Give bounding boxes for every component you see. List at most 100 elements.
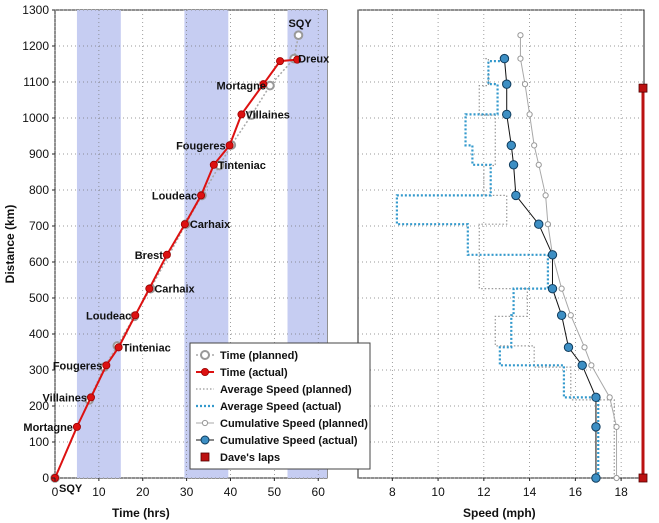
control-label: Carhaix	[190, 219, 231, 231]
daves-laps-marker-0	[638, 473, 648, 483]
legend-swatch-marker-4	[201, 419, 209, 427]
speed-tick-label: 12	[477, 485, 491, 499]
speed-tick-label: 8	[389, 485, 396, 499]
avg-speed-actual-line	[395, 60, 600, 478]
cum-speed-actual-point-7	[547, 250, 558, 260]
legend-label: Dave's laps	[220, 452, 280, 464]
speed-panel: 8 10 12 14 16 18 Speed (mph)	[357, 9, 648, 520]
time-actual-point-12	[237, 110, 246, 119]
cum-speed-planned-point-8	[544, 221, 552, 228]
avg-speed-planned-line	[478, 57, 615, 478]
time-tick-label: 50	[268, 485, 282, 499]
time-planned-point-13	[293, 30, 304, 41]
cum-speed-actual-point-2	[591, 392, 601, 403]
time-planned-point-11	[265, 80, 275, 91]
distance-tick-label: 400	[29, 327, 49, 341]
time-actual-point-2	[86, 393, 95, 402]
control-label: Fougeres	[176, 140, 226, 152]
time-actual-point-5	[131, 311, 140, 320]
legend-item: Time (planned)	[196, 350, 298, 362]
cum-speed-actual-point-0	[591, 473, 601, 483]
distance-tick-label: 600	[29, 255, 49, 269]
speed-tick-label: 10	[431, 485, 445, 499]
time-actual-point-8	[180, 220, 189, 229]
legend-swatch-marker-1	[200, 367, 209, 376]
time-axis-title: Time (hrs)	[112, 506, 170, 520]
cum-speed-planned-point-6	[558, 285, 565, 292]
control-label: SQY	[59, 483, 83, 495]
legend-item: Time (actual)	[196, 367, 288, 379]
time-tick-label: 30	[180, 485, 194, 499]
legend-box	[189, 342, 371, 470]
legend-label: Time (actual)	[220, 367, 288, 379]
time-actual-point-15	[293, 55, 302, 64]
time-tick-label: 40	[224, 485, 238, 499]
time-actual-point-10	[209, 160, 218, 169]
distance-axis-title: Distance (km)	[3, 205, 17, 284]
cum-speed-actual-point-14	[499, 53, 510, 64]
cum-speed-planned-point-4	[581, 344, 588, 351]
distance-tick-label: 1100	[23, 75, 49, 89]
cum-speed-planned-point-2	[606, 394, 613, 401]
legend-item: Cumulative Speed (planned)	[196, 418, 368, 430]
cum-speed-planned-point-3	[588, 362, 595, 369]
cum-speed-actual-point-11	[506, 140, 516, 151]
time-actual-point-6	[145, 284, 154, 293]
time-actual-point-13	[259, 80, 268, 89]
legend-swatch-marker-6	[200, 452, 210, 462]
distance-tick-label: 700	[29, 219, 49, 233]
cum-speed-planned-point-5	[567, 312, 574, 319]
cum-speed-actual-point-4	[563, 342, 574, 353]
legend-label: Time (planned)	[220, 350, 298, 362]
chart-legend: Time (planned) Time (actual) Average Speed…	[189, 342, 371, 470]
speed-axis-title: Speed (mph)	[463, 506, 536, 520]
distance-tick-label: 0	[42, 471, 49, 485]
legend-item: Average Speed (planned)	[196, 384, 352, 396]
legend-item: Average Speed (actual)	[196, 401, 342, 413]
control-label: Carhaix	[154, 284, 195, 296]
legend-swatch-marker-0	[200, 350, 210, 360]
distance-tick-label: 1200	[22, 39, 49, 53]
control-label: Villaines	[43, 392, 87, 404]
cum-speed-actual-point-6	[547, 283, 558, 294]
time-actual-point-7	[162, 250, 171, 259]
speed-tick-label: 16	[569, 485, 583, 499]
time-tick-label: 60	[312, 485, 326, 499]
distance-tick-label: 1000	[22, 111, 49, 125]
distance-tick-label: 200	[29, 399, 49, 413]
control-label: Mortagne	[216, 81, 266, 93]
cum-speed-actual-point-8	[534, 219, 544, 229]
cum-speed-actual-point-10	[508, 160, 519, 170]
distance-tick-label: 100	[29, 435, 49, 449]
time-actual-line	[54, 58, 298, 479]
distance-tick-label: 300	[29, 363, 49, 377]
time-actual-point-14	[276, 57, 285, 66]
cum-speed-actual-point-1	[591, 422, 601, 432]
cum-speed-planned-point-9	[542, 192, 549, 199]
night-band-0	[76, 10, 121, 478]
distance-tick-label: 1300	[22, 3, 49, 17]
legend-label: Average Speed (planned)	[220, 384, 352, 396]
cum-speed-planned-point-13	[521, 81, 529, 88]
distance-tick-label: 500	[29, 291, 49, 305]
distance-tick-label: 900	[29, 147, 49, 161]
time-planned-point-10	[246, 110, 257, 120]
daves-laps-marker-1	[638, 83, 648, 93]
cum-speed-planned-point-1	[613, 423, 620, 430]
time-actual-point-4	[114, 343, 123, 352]
cum-speed-actual-point-5	[556, 310, 567, 320]
legend-label: Cumulative Speed (actual)	[220, 435, 358, 447]
legend-swatch-marker-5	[200, 435, 210, 445]
control-label: Brest	[135, 250, 163, 262]
speed-plot-frame	[357, 9, 645, 479]
legend-item: Cumulative Speed (actual)	[196, 435, 358, 447]
cum-speed-actual-point-9	[511, 190, 521, 201]
cum-speed-planned-point-12	[526, 111, 533, 118]
control-label: Loudeac	[152, 190, 197, 202]
time-tick-label: 20	[136, 485, 150, 499]
speed-tick-label: 14	[523, 485, 537, 499]
cum-speed-planned-line	[519, 35, 618, 478]
cum-speed-planned-point-0	[613, 474, 620, 482]
cum-speed-planned-point-10	[535, 161, 542, 168]
